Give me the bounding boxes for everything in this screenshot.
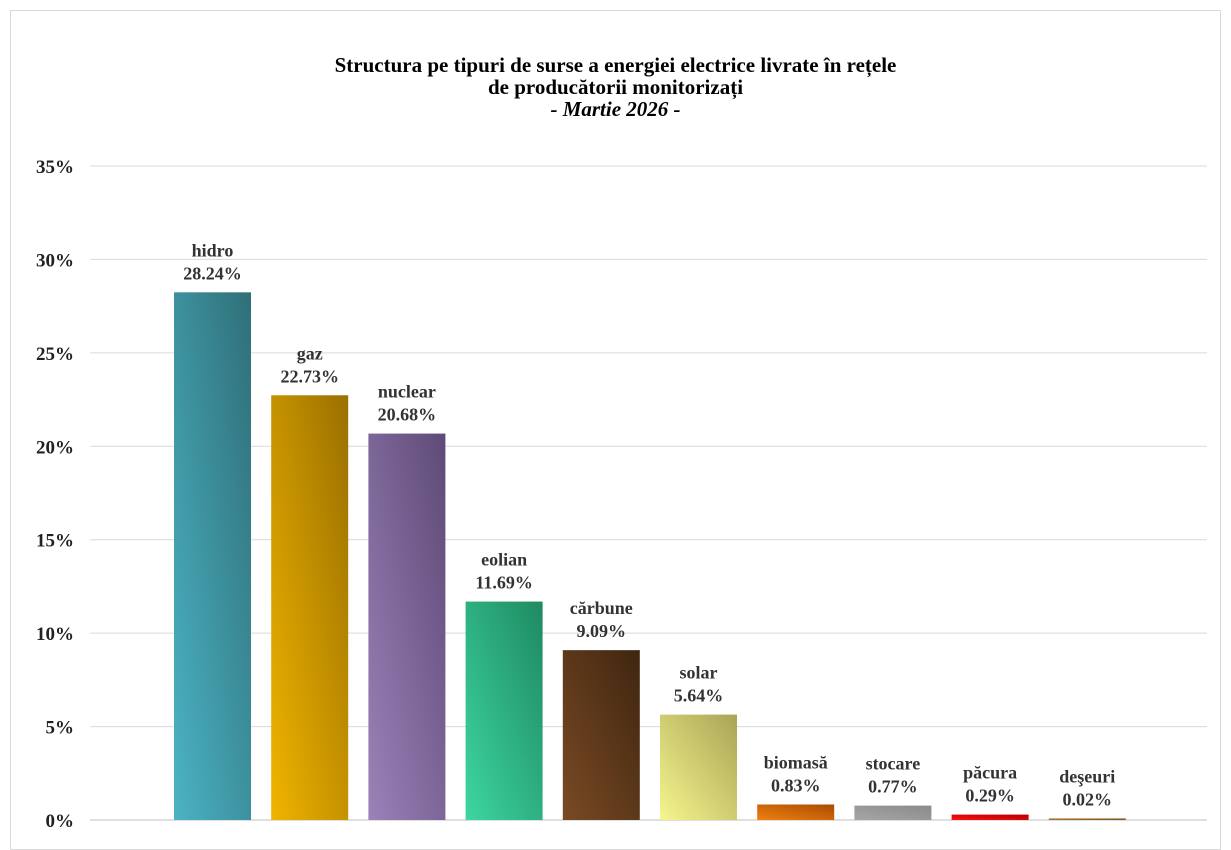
- chart-title-period: - Martie 2026 -: [550, 97, 681, 121]
- y-axis-tick-labels: 0% 5% 10% 15% 20% 25% 30% 35%: [36, 157, 74, 832]
- bar-gaz: [271, 395, 349, 820]
- chart-title-line1: Structura pe tipuri de surse a energiei …: [334, 53, 897, 77]
- y-tick-label: 15%: [36, 531, 74, 552]
- chart-title: Structura pe tipuri de surse a energiei …: [0, 54, 1231, 120]
- y-tick-label: 10%: [36, 624, 74, 645]
- chart-title-line2: de producătorii monitorizați: [487, 75, 744, 99]
- bar-category-label: hidro: [192, 240, 234, 260]
- bar-category-label: stocare: [866, 754, 921, 774]
- y-tick-label: 35%: [36, 157, 74, 178]
- bar-category-label: gaz: [297, 343, 323, 363]
- bar-nuclear: [368, 433, 446, 820]
- bar-value-label: 5.64%: [674, 686, 724, 706]
- bar-hidro: [174, 292, 251, 820]
- bar-solar: [660, 714, 737, 820]
- bar-category-label: păcura: [963, 763, 1017, 783]
- bar-category-label: nuclear: [378, 382, 436, 402]
- bar-category-label: cărbune: [570, 598, 633, 618]
- bar-category-label: solar: [680, 663, 718, 683]
- bar-category-label: biomasă: [764, 752, 828, 772]
- y-tick-label: 20%: [36, 437, 74, 458]
- bars: [174, 292, 1126, 820]
- y-tick-label: 0%: [46, 811, 75, 832]
- bar-value-label: 22.73%: [280, 366, 339, 386]
- bar-chart: 0% 5% 10% 15% 20% 25% 30% 35% hidro 28.24% gaz 22.…: [36, 157, 1207, 832]
- bar-stocare: [854, 805, 932, 820]
- y-tick-label: 25%: [36, 344, 74, 365]
- bar-eolian: [465, 601, 543, 820]
- bar-value-label: 0.02%: [1063, 790, 1113, 810]
- bar-value-label: 0.83%: [771, 775, 821, 795]
- bar-value-label: 0.29%: [965, 786, 1015, 806]
- bar-value-label: 20.68%: [378, 405, 437, 425]
- bar-value-label: 28.24%: [183, 263, 242, 283]
- bar-deşeuri: [1048, 818, 1126, 820]
- bar-biomasă: [757, 804, 835, 820]
- y-tick-label: 5%: [46, 718, 75, 739]
- bar-labels: hidro 28.24% gaz 22.73% nuclear 20.68% eolian 1…: [183, 240, 1115, 809]
- bar-cărbune: [562, 650, 640, 820]
- bar-păcura: [951, 814, 1029, 820]
- bar-category-label: deşeuri: [1059, 767, 1115, 787]
- bar-value-label: 0.77%: [868, 777, 918, 797]
- y-tick-label: 30%: [36, 250, 74, 271]
- bar-value-label: 11.69%: [475, 573, 533, 593]
- bar-value-label: 9.09%: [577, 621, 627, 641]
- bar-category-label: eolian: [481, 550, 527, 570]
- gridlines: [90, 165, 1207, 821]
